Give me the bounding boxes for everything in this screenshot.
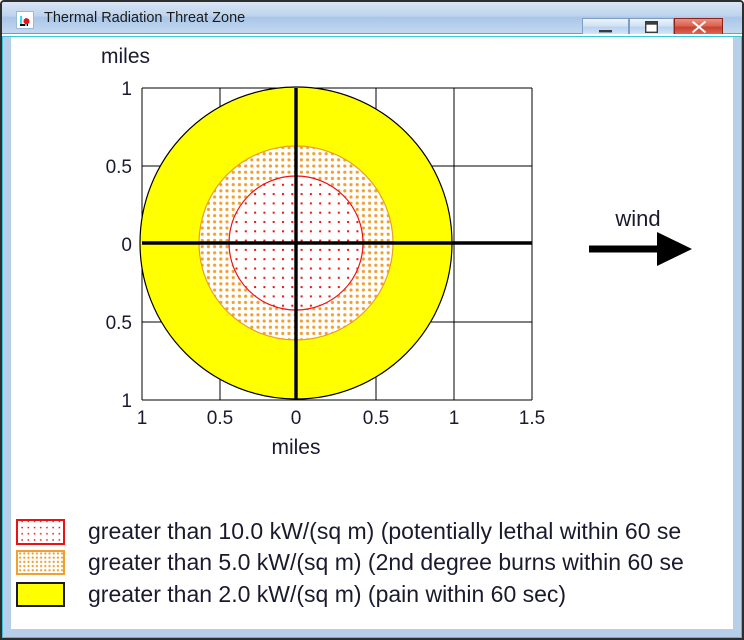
svg-text:miles: miles (271, 436, 320, 459)
svg-text:miles: miles (101, 45, 150, 68)
svg-text:0.5: 0.5 (207, 408, 233, 429)
svg-text:0.5: 0.5 (363, 408, 389, 429)
svg-text:greater than 10.0 kW/(sq m) (p: greater than 10.0 kW/(sq m) (potentially… (88, 518, 681, 544)
svg-text:greater than 5.0 kW/(sq m) (2n: greater than 5.0 kW/(sq m) (2nd degree b… (88, 549, 684, 575)
svg-text:0: 0 (121, 235, 132, 256)
svg-text:greater than 2.0 kW/(sq m) (pa: greater than 2.0 kW/(sq m) (pain within … (88, 581, 566, 607)
svg-text:0.5: 0.5 (106, 157, 132, 178)
svg-text:1: 1 (121, 391, 132, 412)
svg-text:1: 1 (449, 408, 460, 429)
svg-text:1.5: 1.5 (519, 408, 545, 429)
svg-text:0.5: 0.5 (106, 313, 132, 334)
svg-text:0: 0 (291, 408, 302, 429)
svg-text:wind: wind (614, 206, 660, 231)
svg-text:1: 1 (137, 408, 148, 429)
svg-text:1: 1 (121, 79, 132, 100)
